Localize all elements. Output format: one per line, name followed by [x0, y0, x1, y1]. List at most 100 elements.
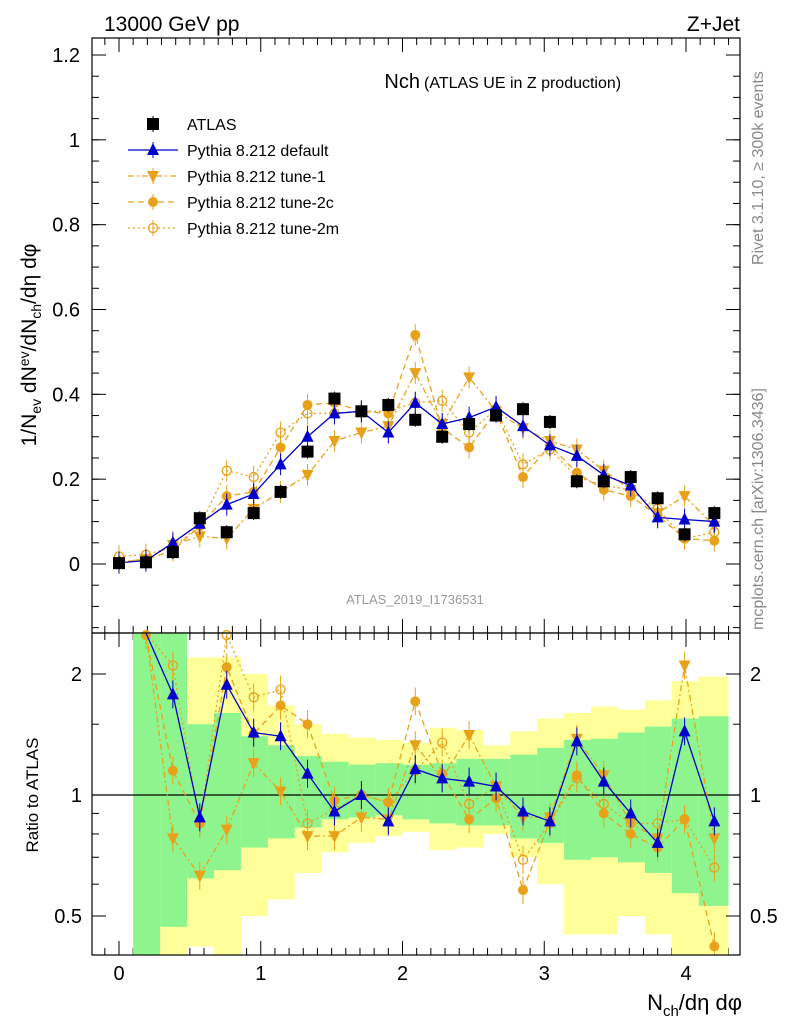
ratio-point-default: [570, 734, 583, 747]
ratio-point-tune1: [274, 786, 287, 799]
legend-label: Pythia 8.212 default: [187, 143, 329, 160]
y-tick-label: 0: [69, 554, 80, 576]
ratio-point-tune2m: [221, 629, 232, 641]
point-tune2c: [464, 442, 475, 453]
point-data: [490, 409, 503, 422]
ratio-y-tick-label: 1: [750, 785, 761, 807]
uncertainty-band-green: [375, 763, 403, 816]
x-tick-label: 1: [255, 963, 266, 985]
point-data: [651, 492, 664, 505]
ratio-point-tune1: [166, 833, 179, 846]
point-default: [301, 429, 314, 442]
point-default: [166, 535, 179, 548]
x-tick-label: 0: [113, 963, 124, 985]
point-data: [624, 471, 637, 484]
ratio-point-default: [651, 835, 664, 848]
legend-marker: [148, 197, 158, 207]
point-default: [651, 510, 664, 523]
point-default: [247, 487, 260, 500]
ratio-point-default: [328, 804, 341, 817]
process-label: Z+Jet: [687, 13, 740, 36]
y-tick-label: 1.2: [52, 45, 80, 67]
lower-panel-frame: [91, 632, 741, 956]
ratio-point-default: [247, 725, 260, 738]
y-tick-label: 0.8: [52, 215, 80, 237]
point-tune1: [193, 531, 206, 544]
point-default: [490, 400, 503, 413]
series-line-tune1: [118, 371, 715, 563]
point-data: [193, 512, 206, 525]
point-tune1: [463, 372, 476, 385]
ratio-point-default: [490, 779, 503, 792]
point-default: [708, 514, 721, 527]
lower-y-axis-label: Ratio to ATLAS: [23, 738, 42, 853]
ratio-point-tune2c: [275, 700, 286, 711]
ratio-point-tune1: [463, 730, 476, 743]
ratio-point-default: [301, 766, 314, 779]
ratio-point-tune2m: [517, 854, 529, 865]
ratio-point-tune2c: [383, 797, 394, 808]
ratio-line-default: [145, 632, 715, 845]
point-data: [301, 445, 314, 458]
x-tick-label: 3: [539, 963, 550, 985]
point-tune2c: [709, 535, 720, 546]
ratio-point-default: [516, 804, 529, 817]
ratio-point-tune2m: [437, 737, 448, 748]
point-data: [436, 430, 449, 443]
point-data: [113, 557, 125, 570]
point-tune1: [328, 435, 341, 448]
x-axis-label: Nch/dη dφ: [647, 990, 742, 1020]
ratio-point-tune1: [708, 833, 721, 846]
uncertainty-band-green: [564, 740, 592, 860]
analysis-label: ATLAS_2019_I1736531: [346, 592, 484, 607]
ratio-point-tune2c: [517, 885, 528, 896]
legend-marker: [147, 118, 159, 130]
point-default: [220, 497, 233, 510]
uncertainty-band-green: [160, 633, 188, 927]
ratio-point-tune1: [409, 740, 422, 753]
uncertainty-band-green: [671, 718, 699, 894]
point-data: [382, 398, 395, 411]
legend-label: Pythia 8.212 tune-1: [187, 169, 326, 186]
ratio-point-default: [463, 774, 476, 787]
uncertainty-band-green: [591, 738, 618, 858]
point-data: [166, 546, 179, 559]
y-tick-label: 0.6: [52, 300, 80, 322]
ratio-point-tune2c: [221, 662, 232, 673]
point-tune1: [301, 469, 314, 482]
point-tune1: [409, 368, 422, 381]
legend-label: Pythia 8.212 tune-2c: [187, 195, 334, 212]
y-tick-label: 0.4: [52, 384, 80, 406]
uncertainty-band-green: [698, 716, 729, 906]
ratio-series-group: [140, 629, 721, 955]
legend-marker: [147, 171, 159, 183]
point-default: [328, 406, 341, 419]
point-data: [139, 556, 152, 569]
ratio-point-tune2c: [167, 765, 178, 776]
point-default: [516, 419, 529, 432]
point-default: [382, 425, 395, 438]
point-default: [678, 512, 691, 525]
x-tick-label: 2: [397, 963, 408, 985]
point-data: [247, 507, 260, 520]
ratio-point-default: [624, 806, 637, 819]
ratio-y-tick-label: 0.5: [54, 906, 82, 928]
ratio-y-tick-label: 1: [71, 785, 82, 807]
point-default: [436, 417, 449, 430]
point-default: [543, 438, 556, 451]
point-data: [409, 413, 422, 426]
ratio-point-tune2c: [709, 941, 720, 952]
y-tick-label: 0.2: [52, 469, 80, 491]
ratio-y-tick-label: 2: [71, 664, 82, 686]
ratio-line-tune1: [145, 632, 715, 877]
point-data: [543, 415, 556, 428]
point-data: [355, 405, 368, 418]
series-line-tune2m: [118, 400, 715, 558]
point-tune2c: [302, 399, 313, 410]
ratio-point-default: [355, 788, 368, 800]
x-tick-label: 4: [680, 963, 691, 985]
uncertainty-band-green: [133, 633, 161, 955]
ratio-y-tick-label: 2: [750, 664, 761, 686]
point-tune2m: [221, 465, 232, 476]
